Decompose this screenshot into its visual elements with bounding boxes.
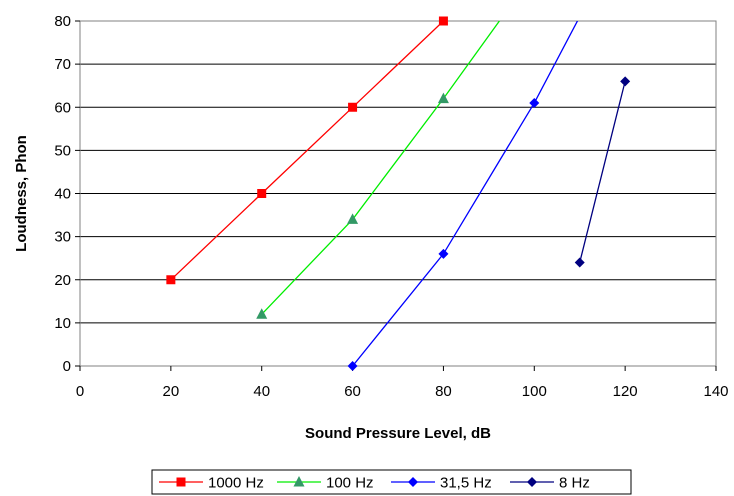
y-tick-label: 50: [54, 142, 71, 159]
data-point: [347, 361, 358, 371]
series-3: [574, 76, 631, 268]
x-tick-label: 40: [253, 383, 270, 400]
legend-item: 1000 Hz: [159, 475, 264, 492]
x-tick-label: 60: [344, 383, 361, 400]
series-line: [170, 21, 445, 281]
y-tick-label: 80: [54, 13, 71, 30]
x-axis-title: Sound Pressure Level, dB: [305, 425, 491, 442]
series-line: [261, 21, 501, 315]
series-1: [256, 21, 501, 319]
data-point: [347, 213, 359, 224]
data-point: [620, 76, 631, 87]
x-tick-label: 140: [703, 383, 728, 400]
y-axis-title: Loudness, Phon: [13, 135, 30, 252]
series-2: [347, 21, 579, 371]
x-tick-label: 120: [613, 383, 638, 400]
x-tick-label: 80: [435, 383, 452, 400]
x-tick-label: 0: [76, 383, 84, 400]
x-tick-label: 100: [522, 383, 547, 400]
data-point: [438, 16, 448, 26]
x-axis-ticks: 0 20 40 60 80 100 120 140: [76, 366, 729, 400]
legend-label: 31,5 Hz: [440, 475, 492, 492]
legend-label: 1000 Hz: [208, 475, 264, 492]
data-point: [257, 189, 267, 198]
y-tick-label: 40: [54, 186, 71, 203]
series-line: [352, 21, 579, 366]
series-0: [166, 16, 448, 285]
data-point: [529, 97, 540, 108]
legend-marker: [293, 476, 305, 487]
legend-item: 8 Hz: [510, 475, 590, 492]
data-point: [348, 102, 358, 112]
data-point: [437, 92, 449, 104]
data-point: [256, 308, 268, 319]
legend-label: 8 Hz: [559, 475, 590, 492]
legend: 1000 Hz 100 Hz 31,5 Hz 8 Hz: [151, 469, 632, 495]
legend-marker: [527, 477, 537, 487]
series-line: [579, 81, 626, 263]
legend-label: 100 Hz: [326, 475, 374, 492]
data-point: [438, 248, 449, 259]
grid-lines: [80, 20, 716, 367]
legend-marker: [408, 477, 418, 487]
data-point: [166, 275, 176, 285]
y-tick-label: 20: [54, 272, 71, 289]
legend-marker: [176, 477, 186, 487]
y-tick-label: 30: [54, 229, 71, 246]
y-tick-label: 60: [54, 99, 71, 116]
y-axis-ticks: 0 10 20 30 40 50 60 70 80: [54, 13, 80, 375]
x-tick-label: 20: [163, 383, 180, 400]
y-tick-label: 10: [54, 315, 71, 332]
legend-item: 100 Hz: [277, 475, 374, 492]
y-tick-label: 70: [54, 56, 71, 73]
y-tick-label: 0: [63, 358, 71, 375]
legend-item: 31,5 Hz: [391, 475, 492, 492]
data-point: [574, 257, 585, 268]
series-layer: [166, 16, 631, 371]
